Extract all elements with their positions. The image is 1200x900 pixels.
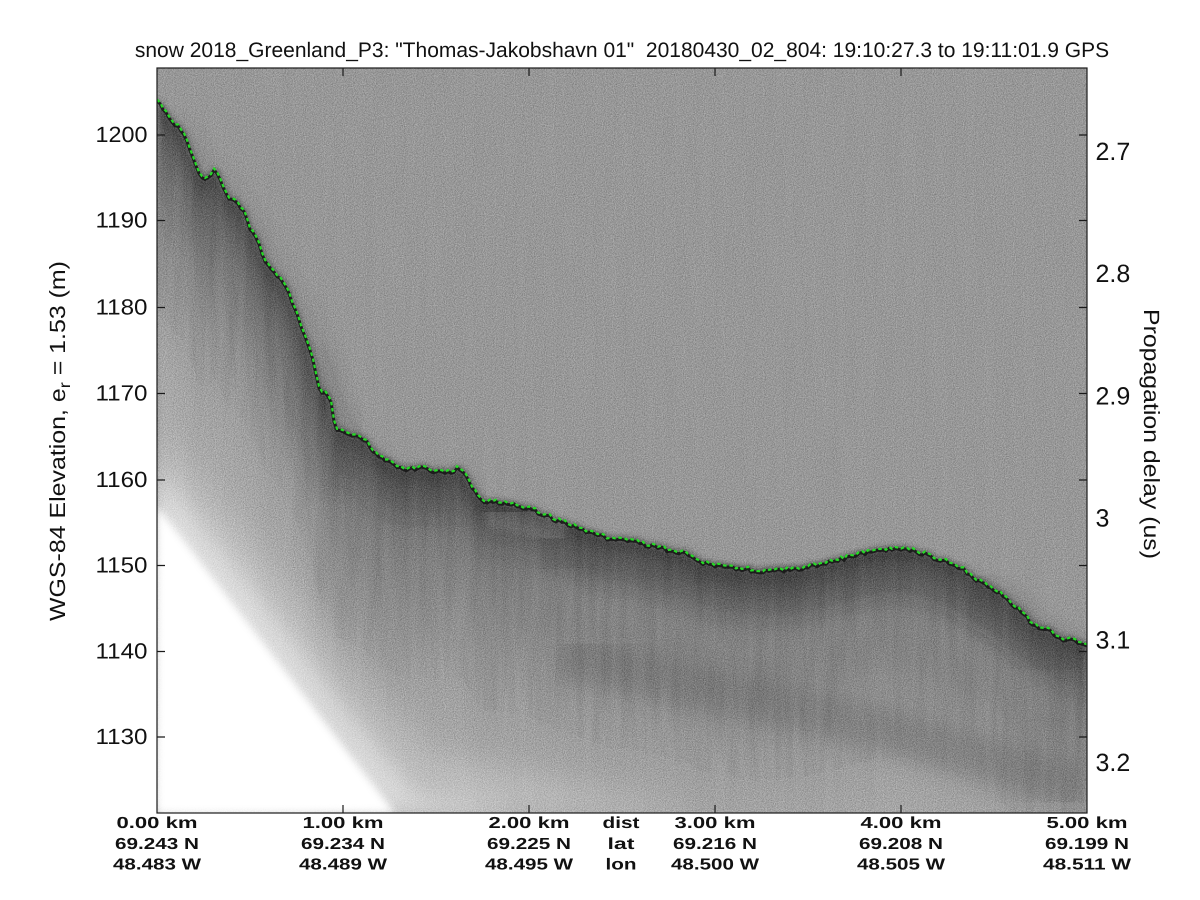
svg-text:lat: lat: [608, 836, 636, 853]
svg-text:1130: 1130: [96, 724, 148, 749]
svg-text:2.7: 2.7: [1096, 138, 1131, 166]
svg-text:Propagation delay (us): Propagation delay (us): [1139, 309, 1164, 559]
svg-text:0.00 km: 0.00 km: [117, 815, 198, 832]
svg-text:3.00 km: 3.00 km: [675, 815, 756, 832]
svg-text:5.00 km: 5.00 km: [1047, 815, 1128, 832]
svg-text:1190: 1190: [96, 208, 148, 233]
svg-text:48.489 W: 48.489 W: [299, 857, 388, 874]
svg-text:69.216 N: 69.216 N: [673, 836, 757, 853]
svg-text:69.234 N: 69.234 N: [301, 836, 385, 853]
svg-text:1160: 1160: [96, 467, 148, 492]
svg-text:69.243 N: 69.243 N: [115, 836, 199, 853]
svg-text:48.500 W: 48.500 W: [671, 857, 760, 874]
svg-text:69.208 N: 69.208 N: [859, 836, 943, 853]
svg-text:1.00 km: 1.00 km: [303, 815, 384, 832]
svg-text:3.1: 3.1: [1096, 627, 1131, 655]
svg-text:2.8: 2.8: [1096, 260, 1131, 288]
svg-text:dist: dist: [603, 815, 641, 832]
svg-text:69.225 N: 69.225 N: [487, 836, 571, 853]
svg-text:69.199 N: 69.199 N: [1045, 836, 1129, 853]
svg-text:snow 2018_Greenland_P3: "Thoma: snow 2018_Greenland_P3: "Thomas-Jakobsha…: [135, 39, 1109, 62]
svg-text:48.511 W: 48.511 W: [1043, 857, 1132, 874]
svg-text:1180: 1180: [96, 295, 148, 320]
svg-text:1140: 1140: [96, 639, 148, 664]
svg-text:3.2: 3.2: [1096, 749, 1131, 777]
svg-text:1170: 1170: [96, 381, 148, 406]
svg-text:48.495 W: 48.495 W: [485, 857, 574, 874]
svg-text:1200: 1200: [96, 122, 148, 147]
svg-text:1150: 1150: [96, 553, 148, 578]
svg-text:3: 3: [1096, 505, 1110, 533]
svg-text:2.9: 2.9: [1096, 383, 1131, 411]
svg-text:48.483 W: 48.483 W: [113, 857, 202, 874]
svg-text:lon: lon: [606, 857, 637, 874]
svg-text:4.00 km: 4.00 km: [861, 815, 942, 832]
svg-text:48.505 W: 48.505 W: [857, 857, 946, 874]
svg-text:WGS-84 Elevation, er = 1.53 (m: WGS-84 Elevation, er = 1.53 (m): [45, 261, 74, 621]
svg-text:2.00 km: 2.00 km: [489, 815, 570, 832]
